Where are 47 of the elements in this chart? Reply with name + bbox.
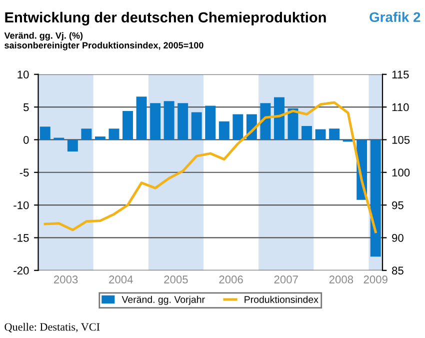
bar <box>108 128 120 140</box>
x-tick-label: 2009 <box>364 276 388 284</box>
bar <box>315 129 326 140</box>
bar <box>164 101 174 140</box>
legend-label: Produktionsindex <box>244 296 318 303</box>
x-tick-label: 2004 <box>109 276 133 284</box>
text: Grafik 2 <box>370 12 420 22</box>
y-tick-label: -5 <box>20 168 29 177</box>
bar <box>94 136 106 140</box>
x-tick-label: 2003 <box>54 276 78 284</box>
y-tick-label: 5 <box>23 103 29 112</box>
chart-subtitle: Veränd. gg. Vj. (%) saisonbereinigter Produktionsindex, 2005=100 <box>4 32 204 50</box>
bar <box>178 103 188 140</box>
y2-tick-label: 95 <box>392 201 404 210</box>
source-note: Quelle: Destatis, VCI <box>4 322 100 332</box>
y-tick-label: -15 <box>14 234 29 242</box>
x-tick-label: 2007 <box>274 276 298 284</box>
bar <box>122 110 133 140</box>
bar <box>260 103 271 140</box>
y-tick-label: 0 <box>23 136 29 144</box>
y2-tick-label: 115 <box>392 70 409 78</box>
bar <box>150 103 161 140</box>
bar <box>274 97 284 140</box>
bar <box>191 112 202 140</box>
y-tick-label: -20 <box>14 266 29 275</box>
bar <box>329 128 340 140</box>
bar <box>40 126 50 140</box>
y2-tick-label: 85 <box>392 266 404 275</box>
y-tick-label: -10 <box>14 201 29 210</box>
bar <box>218 121 230 140</box>
y2-tick-label: 100 <box>392 168 410 177</box>
bar <box>302 126 312 140</box>
y2-tick-label: 90 <box>392 234 404 242</box>
bar <box>81 128 92 140</box>
legend-label: Veränd. gg. Vorjahr <box>122 296 205 305</box>
chart-title: Entwicklung der deutschen Chemieproduktion <box>5 12 326 26</box>
x-tick-label: 2006 <box>219 276 243 284</box>
bar <box>232 114 244 140</box>
y2-tick-label: 105 <box>392 136 410 144</box>
bar <box>136 96 147 140</box>
y-tick-label: 10 <box>18 70 29 78</box>
x-tick-label: 2008 <box>329 276 354 284</box>
x-tick-label: 2005 <box>164 276 188 284</box>
y2-tick-label: 110 <box>392 103 409 112</box>
line-series <box>44 101 377 234</box>
bar <box>67 140 78 152</box>
bar <box>205 106 216 140</box>
